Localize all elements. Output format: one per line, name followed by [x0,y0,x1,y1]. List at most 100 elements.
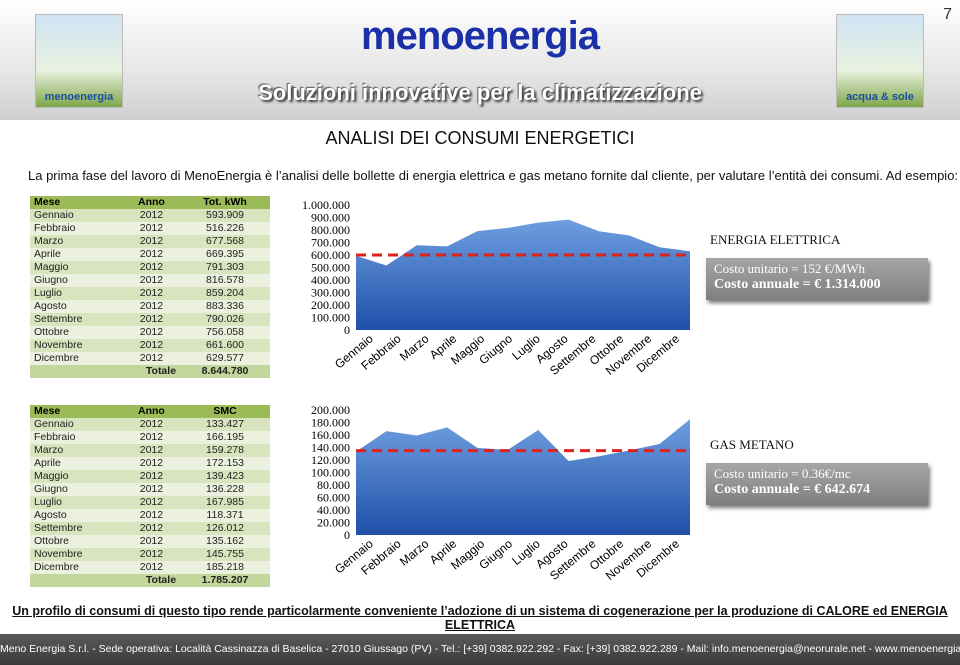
table-cell: 2012 [122,352,181,365]
table-cell: 2012 [122,261,181,274]
table-cell: 2012 [122,339,181,352]
table-cell: Giugno [30,274,123,287]
table-cell: 136.228 [180,483,270,496]
table-row: Marzo 2012 677.568 [30,235,270,248]
table-row: Giugno 2012 136.228 [30,483,270,496]
y-tick-label: 160.000 [311,428,350,442]
column-header: Mese [30,405,123,418]
table-cell: 516.226 [180,222,270,235]
y-tick-label: 80.000 [317,478,350,492]
table-cell: 661.600 [180,339,270,352]
table-cell: 791.303 [180,261,270,274]
table-row: Febbraio 2012 516.226 [30,222,270,235]
y-tick-label: 800.000 [311,223,350,237]
table-cell: Marzo [30,444,123,457]
table-cell: Novembre [30,548,123,561]
total-value: 1.785.207 [180,574,270,587]
y-tick-label: 140.000 [311,441,350,455]
table-cell: Maggio [30,261,123,274]
table-cell: Dicembre [30,561,123,574]
summary-line: Costo unitario = 152 €/MWh [714,261,866,276]
table-cell: 133.427 [180,418,270,431]
column-header: Anno [122,196,181,209]
table-cell: Luglio [30,496,123,509]
conclusion: Un profilo di consumi di questo tipo ren… [12,604,948,632]
table-cell: Settembre [30,522,123,535]
y-tick-label: 20.000 [317,516,350,530]
table-row: Agosto 2012 883.336 [30,300,270,313]
table-row: Dicembre 2012 629.577 [30,352,270,365]
table-cell: 816.578 [180,274,270,287]
table-cell: Agosto [30,509,123,522]
table-cell: 790.026 [180,313,270,326]
summary-heading: GAS METANO [710,437,794,452]
y-tick-label: 200.000 [311,298,350,312]
table-cell: Luglio [30,287,123,300]
table-row: Settembre 2012 790.026 [30,313,270,326]
table-cell: 883.336 [180,300,270,313]
table-row: Novembre 2012 661.600 [30,339,270,352]
page-number: 7 [943,6,952,23]
y-tick-label: 600.000 [311,248,350,262]
total-value: 8.644.780 [180,365,270,378]
table-cell: 756.058 [180,326,270,339]
subtitle: Soluzioni innovative per la climatizzazi… [258,80,702,105]
table-cell: 2012 [122,444,181,457]
table-cell: 677.568 [180,235,270,248]
table-row: Maggio 2012 791.303 [30,261,270,274]
y-tick-label: 0 [344,528,350,542]
brand: menoenergia [361,14,600,58]
y-tick-label: 300.000 [311,286,350,300]
table-cell: Maggio [30,470,123,483]
table-row: Gennaio 2012 593.909 [30,209,270,222]
y-tick-label: 120.000 [311,453,350,467]
area [356,219,690,330]
y-tick-label: 900.000 [311,211,350,225]
table-cell: 145.755 [180,548,270,561]
column-header: Tot. kWh [180,196,270,209]
table-row: Maggio 2012 139.423 [30,470,270,483]
total-row: Totale 1.785.207 [30,574,270,587]
chart: 020.00040.00060.00080.000100.000120.0001… [311,403,690,583]
table-wrap: Mese Anno SMC Gennaio 2012 133.427 Febbraio 201… [30,405,270,587]
y-tick-label: 100.000 [311,311,350,325]
table-cell: 172.153 [180,457,270,470]
summary-line: Costo unitario = 0.36€/mc [714,466,851,481]
intro: La prima fase del lavoro di MenoEnergia … [28,168,959,183]
table-row: Febbraio 2012 166.195 [30,431,270,444]
table-cell: 2012 [122,483,181,496]
table-cell: Gennaio [30,418,123,431]
table-row: Novembre 2012 145.755 [30,548,270,561]
column-header: Anno [122,405,181,418]
table-row: Luglio 2012 859.204 [30,287,270,300]
table-cell: Dicembre [30,352,123,365]
table-cell: 2012 [122,209,181,222]
table-cell: 2012 [122,457,181,470]
table-cell: Gennaio [30,209,123,222]
table-row: Ottobre 2012 135.162 [30,535,270,548]
column-header: SMC [180,405,270,418]
section-title: ANALISI DEI CONSUMI ENERGETICI [325,128,635,148]
table-row: Aprile 2012 172.153 [30,457,270,470]
table-row: Agosto 2012 118.371 [30,509,270,522]
logo-right: acqua & sole [836,14,924,108]
table-cell: Febbraio [30,431,123,444]
table-cell: 2012 [122,561,181,574]
table-cell: 135.162 [180,535,270,548]
table-cell: 859.204 [180,287,270,300]
table-row: Gennaio 2012 133.427 [30,418,270,431]
table-cell: 629.577 [180,352,270,365]
y-tick-label: 400.000 [311,273,350,287]
total-label: Totale [30,365,181,378]
table-row: Settembre 2012 126.012 [30,522,270,535]
chart: 0100.000200.000300.000400.000500.000600.… [302,198,690,378]
table-wrap: Mese Anno Tot. kWh Gennaio 2012 593.909 Febbra… [30,196,270,378]
y-tick-label: 0 [344,323,350,337]
table-cell: Aprile [30,457,123,470]
footer: Meno Energia S.r.l. - Sede operativa: Lo… [0,634,960,665]
table-cell: Marzo [30,235,123,248]
table-cell: Ottobre [30,535,123,548]
table-cell: 126.012 [180,522,270,535]
table-cell: Febbraio [30,222,123,235]
